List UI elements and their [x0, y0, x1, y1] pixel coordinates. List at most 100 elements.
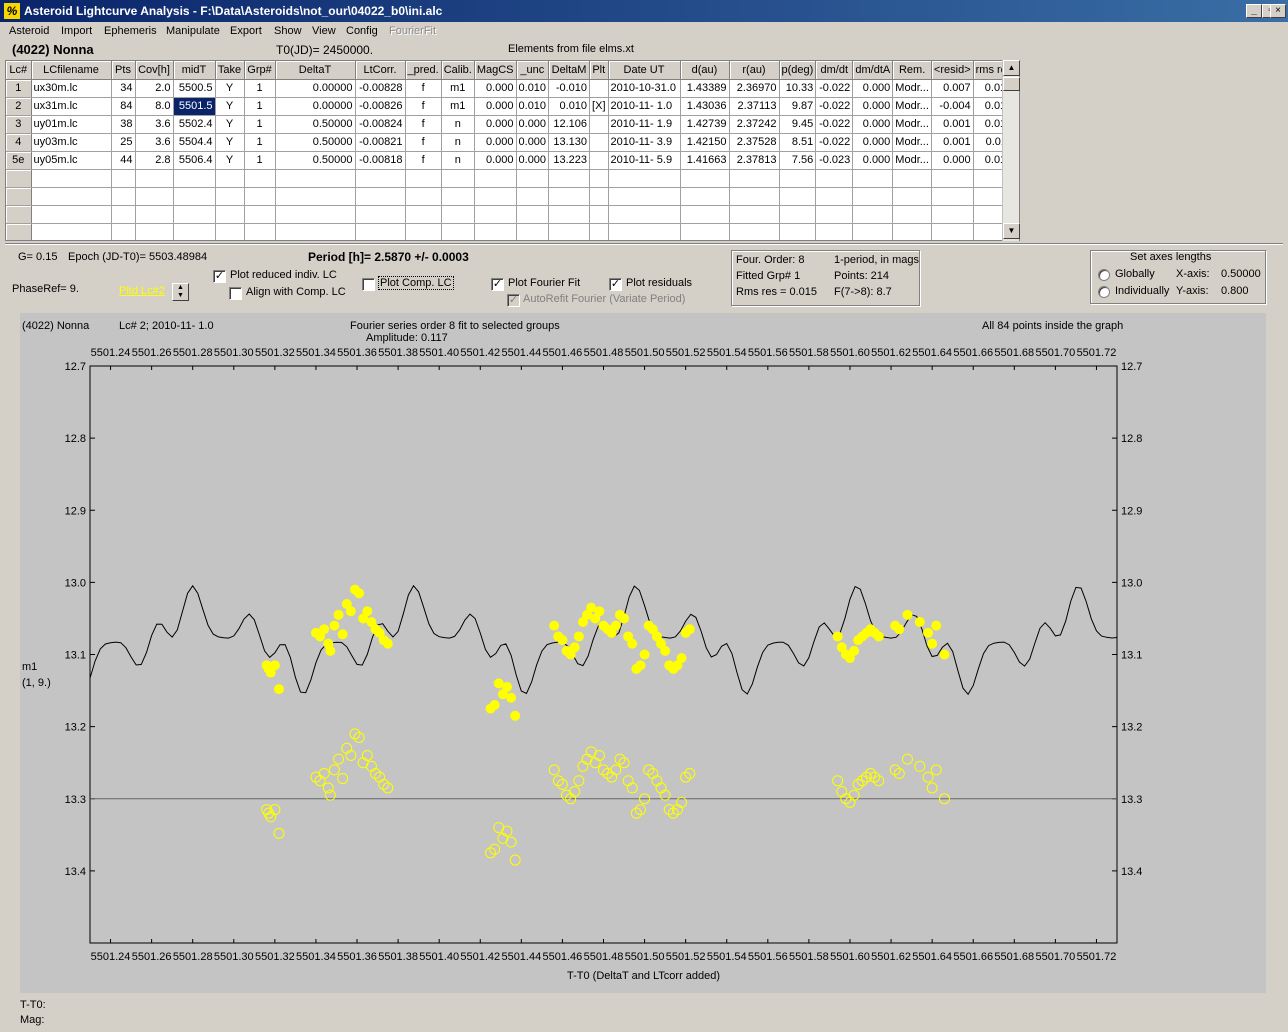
- row-header[interactable]: [6, 187, 32, 206]
- lightcurve-grid[interactable]: Lc# LCfilename Pts Cov[h] midT Take Grp# DeltaT…: [5, 60, 1020, 241]
- table-cell[interactable]: [931, 205, 974, 224]
- empty-row[interactable]: [6, 223, 1016, 240]
- table-cell[interactable]: Modr...: [892, 97, 932, 116]
- table-cell[interactable]: [135, 169, 174, 188]
- table-cell[interactable]: [135, 187, 174, 206]
- table-cell[interactable]: [244, 169, 276, 188]
- table-cell[interactable]: 10.33: [779, 79, 817, 98]
- table-cell[interactable]: 5506.4: [173, 151, 216, 170]
- table-cell[interactable]: 8.0: [135, 97, 174, 116]
- column-header[interactable]: p(deg): [779, 61, 817, 80]
- lc-spinner[interactable]: ▲ ▼: [172, 283, 189, 301]
- table-cell[interactable]: [680, 169, 730, 188]
- grid-scrollbar[interactable]: ▲ ▼: [1002, 60, 1020, 241]
- scroll-down-icon[interactable]: ▼: [1003, 223, 1020, 239]
- table-cell[interactable]: [215, 169, 245, 188]
- table-cell[interactable]: 0.010: [548, 97, 591, 116]
- table-cell[interactable]: 0.000: [852, 133, 894, 152]
- table-cell[interactable]: [X]: [589, 97, 609, 116]
- table-cell[interactable]: -0.010: [548, 79, 591, 98]
- column-header[interactable]: dm/dt: [815, 61, 854, 80]
- table-row[interactable]: 5e uy05m.lc 44 2.8 5506.4 Y 1 0.50000 -0.00818 f n…: [6, 151, 1016, 170]
- table-cell[interactable]: [516, 205, 550, 224]
- table-cell[interactable]: -0.00821: [355, 133, 406, 152]
- table-cell[interactable]: f: [405, 133, 442, 152]
- table-cell[interactable]: [173, 223, 216, 240]
- table-cell[interactable]: [608, 223, 681, 240]
- table-cell[interactable]: 2010-11- 1.0: [608, 97, 681, 116]
- table-cell[interactable]: [892, 169, 932, 188]
- column-header[interactable]: Grp#: [244, 61, 276, 80]
- table-cell[interactable]: [852, 223, 894, 240]
- table-cell[interactable]: [892, 187, 932, 206]
- menu-asteroid[interactable]: Asteroid: [9, 25, 50, 37]
- table-cell[interactable]: 2.37813: [729, 151, 780, 170]
- table-cell[interactable]: 13.130: [548, 133, 591, 152]
- table-cell[interactable]: [931, 169, 974, 188]
- table-cell[interactable]: 5500.5: [173, 79, 216, 98]
- close-button[interactable]: ×: [1270, 4, 1286, 18]
- align-comp-checkbox[interactable]: [229, 287, 242, 300]
- table-cell[interactable]: 0.000: [852, 97, 894, 116]
- table-cell[interactable]: 1.43389: [680, 79, 730, 98]
- table-cell[interactable]: [589, 79, 609, 98]
- plot-fourier-checkbox[interactable]: ✓: [491, 278, 504, 291]
- empty-row[interactable]: [6, 205, 1016, 224]
- table-cell[interactable]: 12.106: [548, 115, 591, 134]
- row-header[interactable]: 1: [6, 79, 32, 98]
- table-cell[interactable]: [441, 169, 475, 188]
- table-cell[interactable]: 2.8: [135, 151, 174, 170]
- table-cell[interactable]: 13.223: [548, 151, 591, 170]
- table-cell[interactable]: 2.37528: [729, 133, 780, 152]
- autorefit-checkbox[interactable]: ✓: [507, 294, 520, 307]
- menu-ephemeris[interactable]: Ephemeris: [104, 25, 157, 37]
- table-cell[interactable]: [215, 223, 245, 240]
- row-header[interactable]: 4: [6, 133, 32, 152]
- table-cell[interactable]: [31, 223, 112, 240]
- table-cell[interactable]: [215, 187, 245, 206]
- table-cell[interactable]: Modr...: [892, 115, 932, 134]
- column-header[interactable]: <resid>: [931, 61, 974, 80]
- table-cell[interactable]: 0.000: [852, 79, 894, 98]
- table-cell[interactable]: Modr...: [892, 79, 932, 98]
- table-cell[interactable]: 38: [111, 115, 136, 134]
- column-header[interactable]: _pred.: [405, 61, 442, 80]
- table-cell[interactable]: -0.022: [815, 79, 854, 98]
- column-header[interactable]: _unc: [516, 61, 550, 80]
- table-cell[interactable]: [852, 205, 894, 224]
- table-cell[interactable]: 25: [111, 133, 136, 152]
- table-cell[interactable]: uy01m.lc: [31, 115, 112, 134]
- table-cell[interactable]: [931, 187, 974, 206]
- title-bar[interactable]: % Asteroid Lightcurve Analysis - F:\Data…: [0, 0, 1288, 22]
- table-cell[interactable]: [275, 223, 356, 240]
- table-cell[interactable]: n: [441, 151, 475, 170]
- column-header[interactable]: midT: [173, 61, 216, 80]
- pltd-lc-link[interactable]: Pltd Lc#2: [119, 285, 165, 297]
- table-cell[interactable]: -0.022: [815, 115, 854, 134]
- table-cell[interactable]: [852, 169, 894, 188]
- x-axis-value[interactable]: 0.50000: [1221, 268, 1261, 280]
- scroll-up-icon[interactable]: ▲: [1003, 60, 1020, 76]
- table-cell[interactable]: 3.6: [135, 133, 174, 152]
- table-cell[interactable]: 0.50000: [275, 151, 356, 170]
- row-header[interactable]: [6, 223, 32, 240]
- table-cell[interactable]: 0.010: [516, 97, 550, 116]
- table-cell[interactable]: [355, 187, 406, 206]
- table-cell[interactable]: 9.87: [779, 97, 817, 116]
- column-header[interactable]: LCfilename: [31, 61, 112, 80]
- spin-up-icon[interactable]: ▲: [177, 284, 184, 291]
- plot-reduced-checkbox[interactable]: ✓: [213, 270, 226, 283]
- table-cell[interactable]: 1: [244, 133, 276, 152]
- empty-row[interactable]: [6, 187, 1016, 206]
- table-cell[interactable]: [589, 151, 609, 170]
- table-cell[interactable]: [680, 223, 730, 240]
- column-header[interactable]: d(au): [680, 61, 730, 80]
- table-cell[interactable]: Y: [215, 79, 245, 98]
- table-cell[interactable]: -0.022: [815, 97, 854, 116]
- column-header[interactable]: Rem.: [892, 61, 932, 80]
- plot-residuals-checkbox[interactable]: ✓: [609, 278, 622, 291]
- table-row[interactable]: 2 ux31m.lc 84 8.0 5501.5 Y 1 0.00000 -0.00826 f m1…: [6, 97, 1016, 116]
- table-cell[interactable]: [405, 223, 442, 240]
- table-cell[interactable]: 8.51: [779, 133, 817, 152]
- table-cell[interactable]: 9.45: [779, 115, 817, 134]
